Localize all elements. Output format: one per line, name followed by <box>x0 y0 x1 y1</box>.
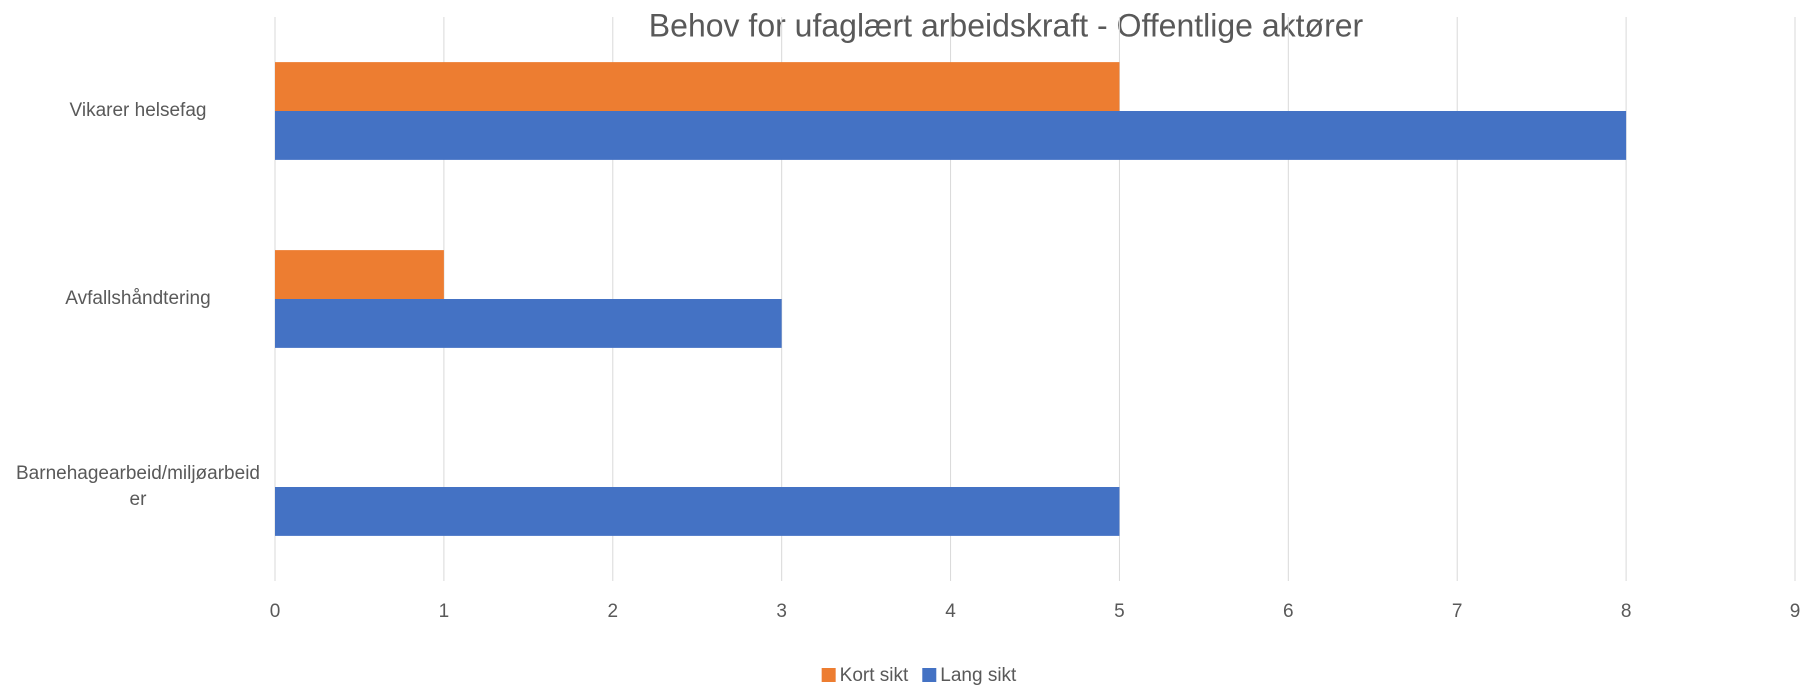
bar <box>275 299 782 348</box>
x-tick-label: 4 <box>945 601 956 622</box>
bar <box>275 111 1627 160</box>
legend-swatch <box>922 668 937 682</box>
chart-title: Behov for ufaglært arbeidskraft - Offent… <box>649 7 1364 43</box>
legend-label: Lang sikt <box>940 665 1017 686</box>
x-tick-label: 3 <box>776 601 787 622</box>
bar <box>275 250 444 299</box>
x-tick-label: 9 <box>1790 601 1801 622</box>
y-tick-label: Barnehagearbeid/miljøarbeider <box>16 463 260 510</box>
legend-swatch <box>821 668 836 682</box>
x-tick-label: 5 <box>1114 601 1125 622</box>
bar <box>275 62 1120 111</box>
x-tick-label: 0 <box>270 601 281 622</box>
x-tick-label: 2 <box>607 601 618 622</box>
y-tick-label: Vikarer helsefag <box>69 100 207 121</box>
legend-label: Kort sikt <box>840 665 909 686</box>
x-tick-label: 6 <box>1283 601 1294 622</box>
x-tick-label: 7 <box>1452 601 1463 622</box>
x-tick-label: 8 <box>1621 601 1632 622</box>
y-tick-label: Avfallshåndtering <box>65 288 211 309</box>
x-tick-label: 1 <box>439 601 450 622</box>
bar <box>275 487 1120 536</box>
